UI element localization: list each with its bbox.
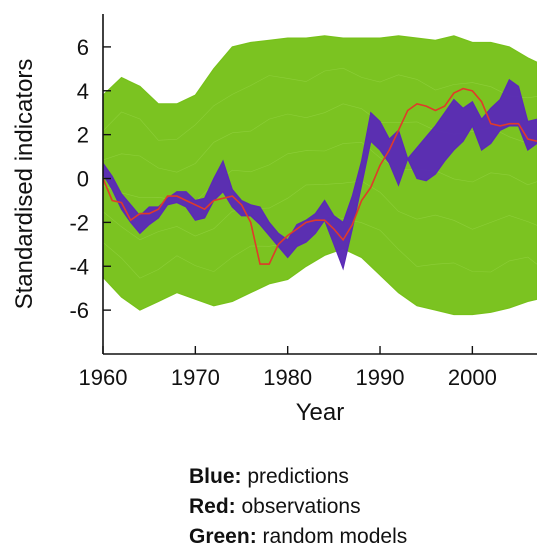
legend-item-random-models: Green: random models [189, 522, 407, 552]
x-tick-label: 1980 [263, 365, 312, 390]
series-band-random-models [103, 35, 537, 316]
legend-text: predictions [241, 465, 349, 488]
legend-key: Blue: [189, 465, 242, 488]
series-line-observations [103, 87, 537, 265]
y-tick-label: 2 [77, 123, 89, 148]
x-tick-label: 1990 [356, 365, 405, 390]
y-tick-label: 4 [77, 79, 89, 104]
y-tick-label: -4 [69, 254, 89, 279]
x-axis-label: Year [296, 399, 345, 426]
x-tick-label: 2000 [448, 365, 497, 390]
y-tick-label: 6 [77, 35, 89, 60]
random-model-trace [103, 180, 537, 241]
x-tick-label: 1970 [171, 365, 220, 390]
legend-key: Red: [189, 495, 236, 518]
legend: Blue: predictions Red: observations Gree… [189, 462, 407, 552]
random-model-trace [103, 67, 537, 141]
legend-text: observations [235, 495, 361, 518]
y-axis-label: Standardised indicators [11, 59, 38, 310]
legend-text: random models [256, 525, 408, 548]
y-tick-label: -6 [69, 298, 89, 323]
series-band-predictions [103, 78, 537, 271]
y-tick-label: 0 [77, 167, 89, 192]
random-model-trace [103, 103, 537, 173]
y-tick-label: -2 [69, 210, 89, 235]
legend-item-predictions: Blue: predictions [189, 462, 407, 492]
legend-item-observations: Red: observations [189, 492, 407, 522]
x-tick-label: 1960 [79, 365, 128, 390]
legend-key: Green: [189, 525, 257, 548]
